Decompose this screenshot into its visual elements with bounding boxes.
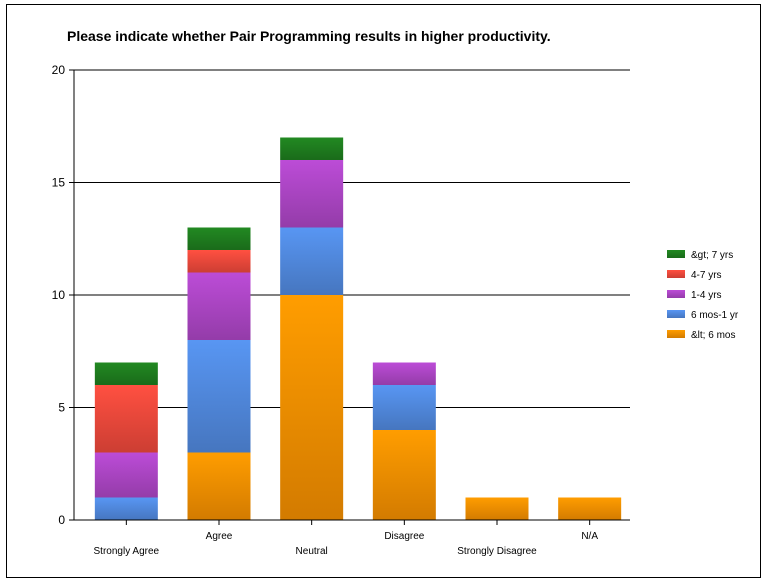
chart-svg: Please indicate whether Pair Programming…: [52, 28, 739, 557]
y-tick-label: 10: [52, 288, 66, 302]
gridlines: [74, 69, 630, 408]
bars: [94, 137, 622, 520]
bar-segment: [187, 272, 251, 340]
legend-label: 6 mos-1 yr: [691, 310, 739, 321]
bar-segment: [187, 250, 251, 273]
x-tick-label: Agree: [206, 531, 233, 542]
bar-segment: [465, 497, 529, 520]
x-tick-label: Neutral: [296, 546, 328, 557]
bar-segment: [280, 227, 344, 295]
bar-segment: [372, 385, 436, 430]
bar-segment: [372, 362, 436, 385]
legend-label: 1-4 yrs: [691, 290, 722, 301]
x-tick-label: N/A: [581, 531, 598, 542]
legend-label: &gt; 7 yrs: [691, 250, 733, 261]
bar-segment: [187, 227, 251, 250]
legend-label: &lt; 6 mos: [691, 330, 735, 341]
legend-swatch: [667, 330, 685, 338]
bar-segment: [187, 340, 251, 453]
legend-swatch: [667, 270, 685, 278]
bar-segment: [280, 137, 344, 160]
bar-segment: [558, 497, 622, 520]
bar-segment: [94, 497, 158, 520]
x-tick-label: Disagree: [384, 531, 424, 542]
bar-segment: [187, 452, 251, 520]
x-tick-label: Strongly Disagree: [457, 546, 537, 557]
bar-segment: [372, 430, 436, 520]
bar-segment: [94, 452, 158, 498]
legend-swatch: [667, 290, 685, 298]
legend: &gt; 7 yrs 4-7 yrs 1-4 yrs 6 mos-1 yr&lt; 6…: [667, 250, 739, 341]
chart-frame: Please indicate whether Pair Programming…: [6, 4, 761, 578]
legend-swatch: [667, 250, 685, 258]
bar-segment: [280, 160, 344, 228]
axes: 0 5 10 15 20 Strongly Agree Agree Neutral Disagr…: [52, 63, 630, 557]
x-tick-label: Strongly Agree: [94, 546, 160, 557]
legend-swatch: [667, 310, 685, 318]
y-tick-label: 0: [58, 513, 65, 527]
bar-segment: [94, 362, 158, 385]
y-tick-label: 15: [52, 176, 66, 190]
chart-title: Please indicate whether Pair Programming…: [67, 28, 551, 44]
y-tick-label: 5: [58, 401, 65, 415]
legend-label: 4-7 yrs: [691, 270, 722, 281]
bar-segment: [94, 385, 158, 453]
bar-segment: [280, 295, 344, 520]
y-tick-label: 20: [52, 63, 66, 77]
